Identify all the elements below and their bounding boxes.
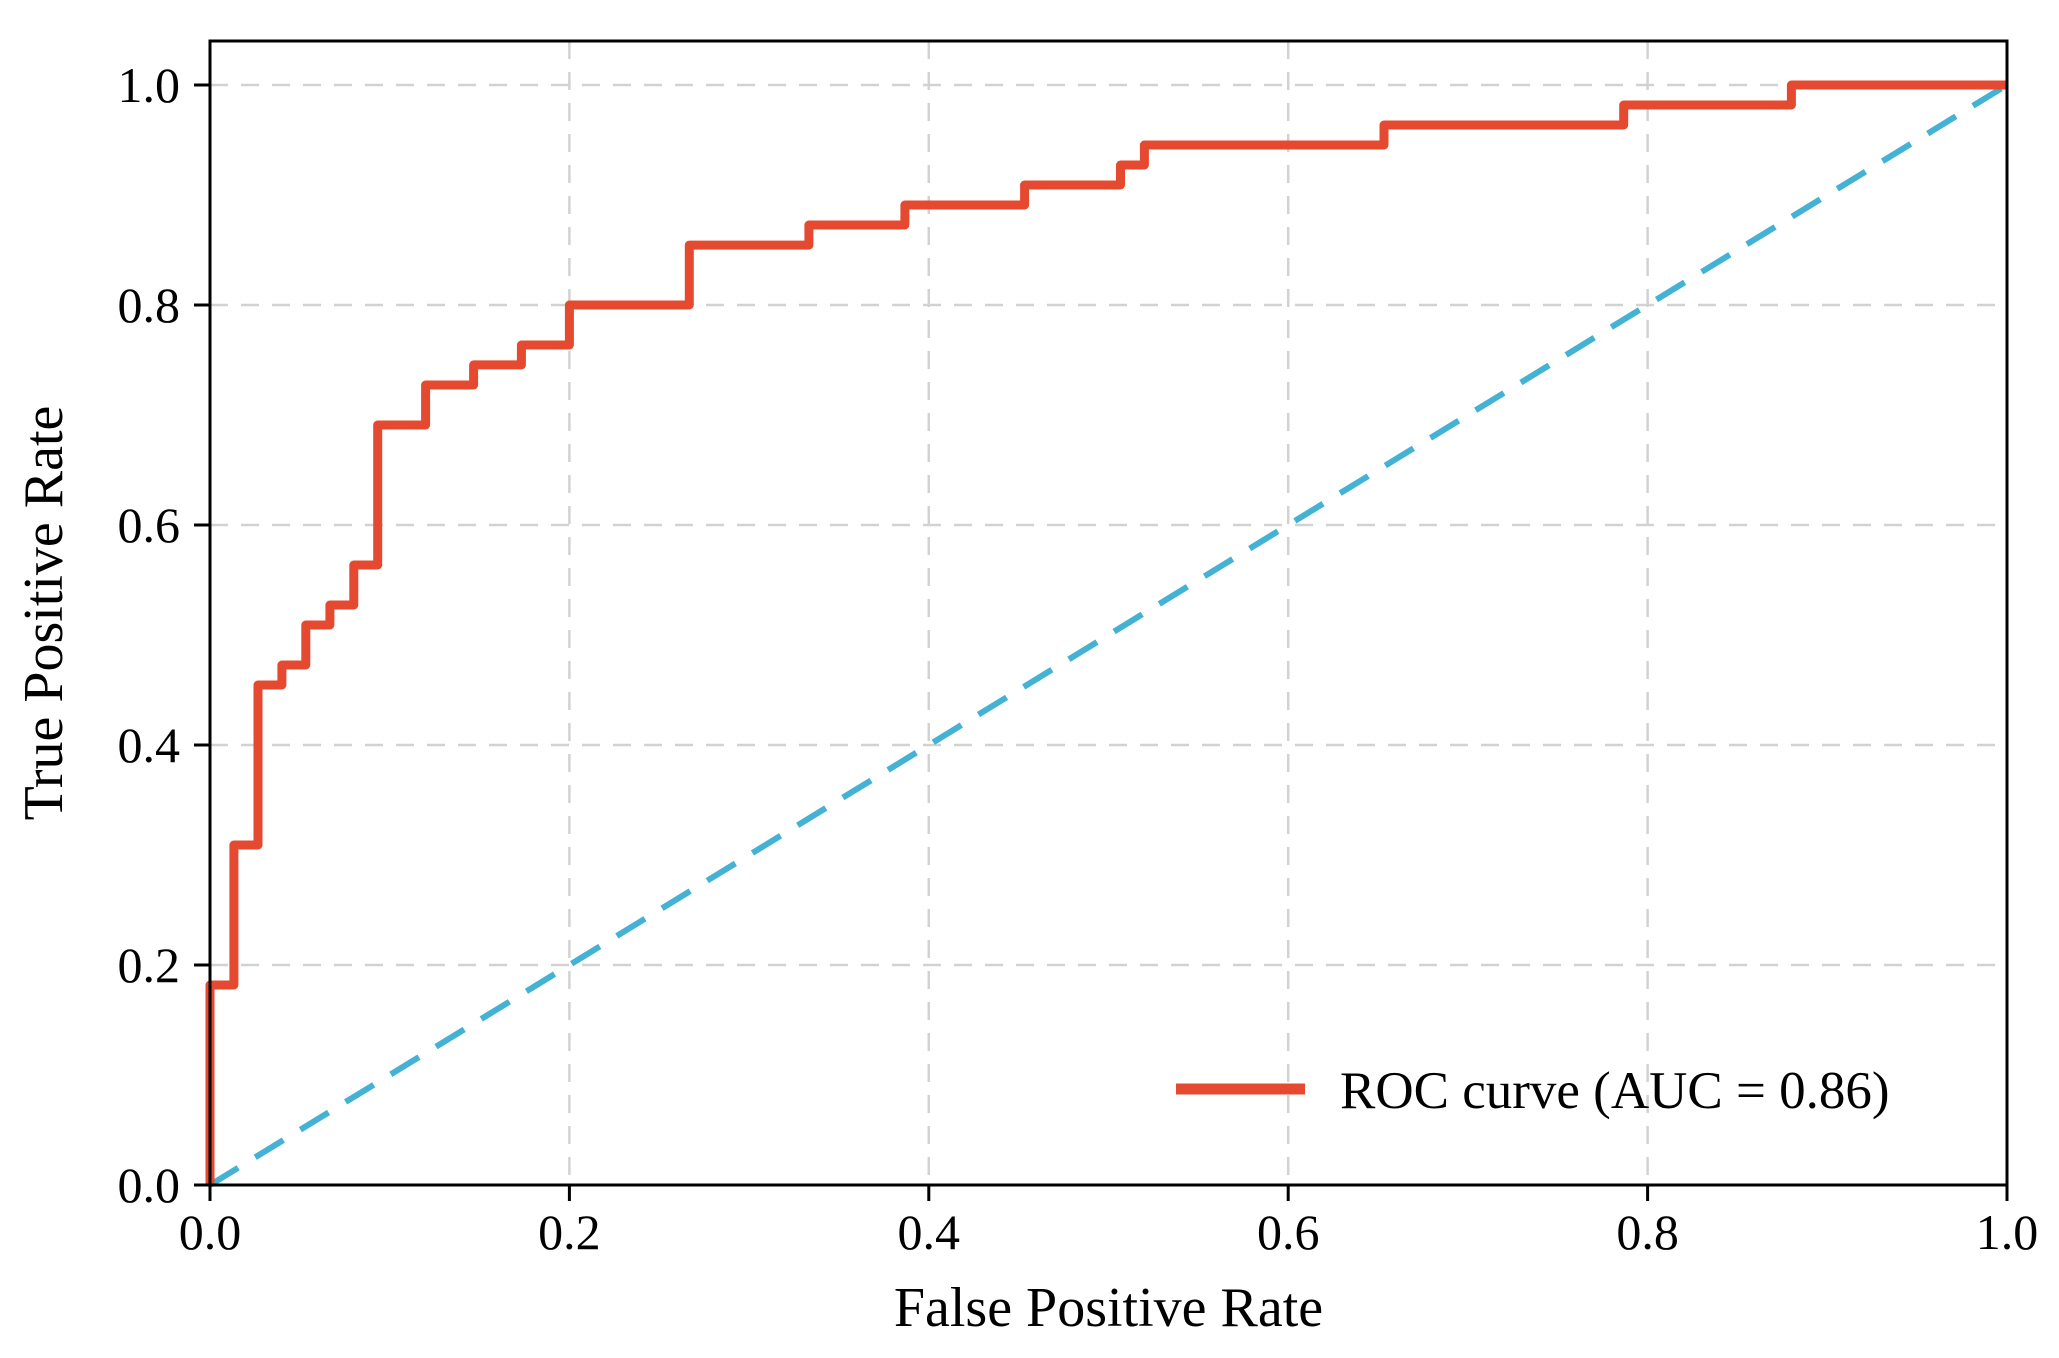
y-axis: 0.0 0.2 0.4 0.6 0.8 1.0 [118, 57, 210, 1213]
y-tick-label: 0.0 [118, 1157, 181, 1213]
y-tick-label: 0.2 [118, 937, 181, 993]
y-axis-label: True Positive Rate [13, 406, 75, 821]
grid [210, 41, 2007, 1185]
y-tick-label: 0.6 [118, 497, 181, 553]
legend-roc-label: ROC curve (AUC = 0.86) [1340, 1062, 1890, 1120]
chance-diagonal-line [208, 82, 2009, 1188]
roc-curve [205, 80, 2007, 1185]
x-axis-label: False Positive Rate [894, 1277, 1323, 1339]
x-tick-label: 0.0 [179, 1204, 242, 1260]
x-tick-label: 0.6 [1257, 1204, 1320, 1260]
legend: ROC curve (AUC = 0.86) [1176, 1062, 1890, 1120]
x-tick-label: 0.4 [898, 1204, 961, 1260]
x-tick-label: 1.0 [1976, 1204, 2039, 1260]
y-tick-label: 0.8 [118, 277, 181, 333]
x-axis: 0.0 0.2 0.4 0.6 0.8 1.0 [179, 1185, 2039, 1260]
y-tick-label: 0.4 [118, 717, 181, 773]
x-tick-label: 0.2 [538, 1204, 601, 1260]
y-tick-label: 1.0 [118, 57, 181, 113]
plot-area-frame [208, 39, 2009, 1187]
x-tick-label: 0.8 [1616, 1204, 1679, 1260]
